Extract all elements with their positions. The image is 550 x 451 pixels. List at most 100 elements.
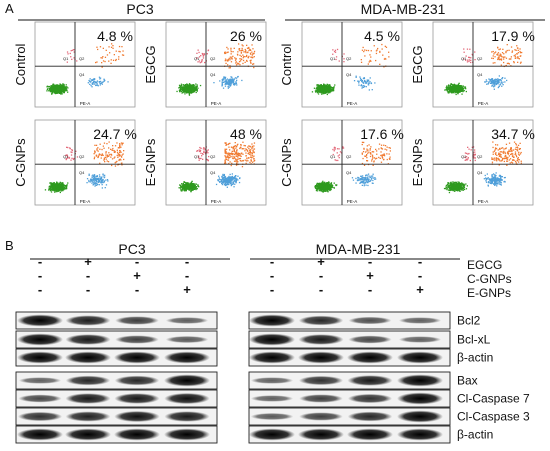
event-dot [242,148,244,150]
event-dot [97,48,99,51]
event-dot [333,150,335,152]
event-dot [453,86,455,88]
event-dot [335,56,338,58]
event-dot [187,90,189,93]
event-dot [208,155,210,158]
event-dot [516,57,518,59]
event-dot [225,184,227,186]
event-dot [116,149,118,151]
event-dot [448,84,450,86]
event-dot [180,87,182,89]
event-dot [180,184,182,186]
event-dot [240,51,243,53]
event-dot [321,85,323,87]
event-dot [224,142,226,144]
event-dot [382,54,384,56]
event-dot [335,159,337,162]
event-dot [52,185,54,187]
event-dot [224,149,227,151]
event-dot [59,83,61,85]
event-dot [204,61,206,64]
event-dot [88,79,90,82]
event-dot [50,191,53,193]
event-dot [448,189,450,191]
event-dot [448,191,451,194]
event-dot [231,58,233,60]
event-dot [371,151,373,153]
event-dot [368,61,370,63]
event-dot [189,88,191,90]
event-dot [368,151,370,153]
event-dot [65,154,67,156]
flow-plot-frame [301,21,403,108]
event-dot [233,83,235,86]
event-dot [231,173,233,175]
event-dot [193,187,195,189]
event-dot [189,184,192,186]
event-dot [343,61,345,63]
event-dot [226,186,228,188]
event-dot [53,84,56,87]
event-dot [448,86,451,88]
treatment-label: C-GNPs [13,138,28,187]
event-dot [228,154,230,156]
event-dot [105,151,107,153]
event-dot [112,59,115,61]
event-dot [245,152,247,154]
event-dot [494,56,496,58]
event-dot [499,83,501,85]
event-dot [225,142,227,145]
event-dot [121,162,123,164]
event-dot [361,152,363,154]
event-dot [94,178,96,181]
event-dot [366,80,368,83]
event-dot [470,59,472,61]
event-dot [225,62,227,64]
event-dot [46,85,49,87]
event-dot [352,179,355,181]
event-dot [499,84,501,86]
event-dot [184,181,186,183]
event-dot [465,90,467,93]
event-dot [318,91,320,93]
event-dot [458,88,460,90]
event-dot [456,86,458,89]
event-dot [366,145,368,147]
event-dot [59,87,61,89]
event-dot [505,57,508,59]
event-dot [381,154,384,156]
event-dot [521,51,523,54]
event-dot [463,188,466,191]
event-dot [505,50,507,53]
event-dot [63,86,65,88]
event-dot [459,88,462,90]
event-dot [228,80,230,82]
event-dot [191,180,193,182]
event-dot [58,186,61,189]
event-dot [96,182,98,185]
event-dot [107,161,110,163]
event-dot [253,52,255,54]
event-dot [188,189,190,191]
event-dot [231,150,233,152]
event-dot [54,89,56,91]
event-dot [316,92,319,94]
quadrant-label: Q2 [346,56,352,61]
event-dot [93,78,96,81]
event-dot [185,187,187,189]
event-dot [184,91,186,93]
event-dot [191,183,193,185]
event-dot [513,55,515,57]
event-dot [451,92,453,94]
event-dot [230,182,232,184]
event-dot [186,183,188,185]
event-dot [491,85,493,87]
event-dot [322,88,325,90]
event-dot [381,48,383,50]
event-dot [321,186,324,188]
event-dot [328,181,330,183]
event-dot [333,88,335,90]
event-dot [235,77,238,79]
event-dot [467,59,469,61]
